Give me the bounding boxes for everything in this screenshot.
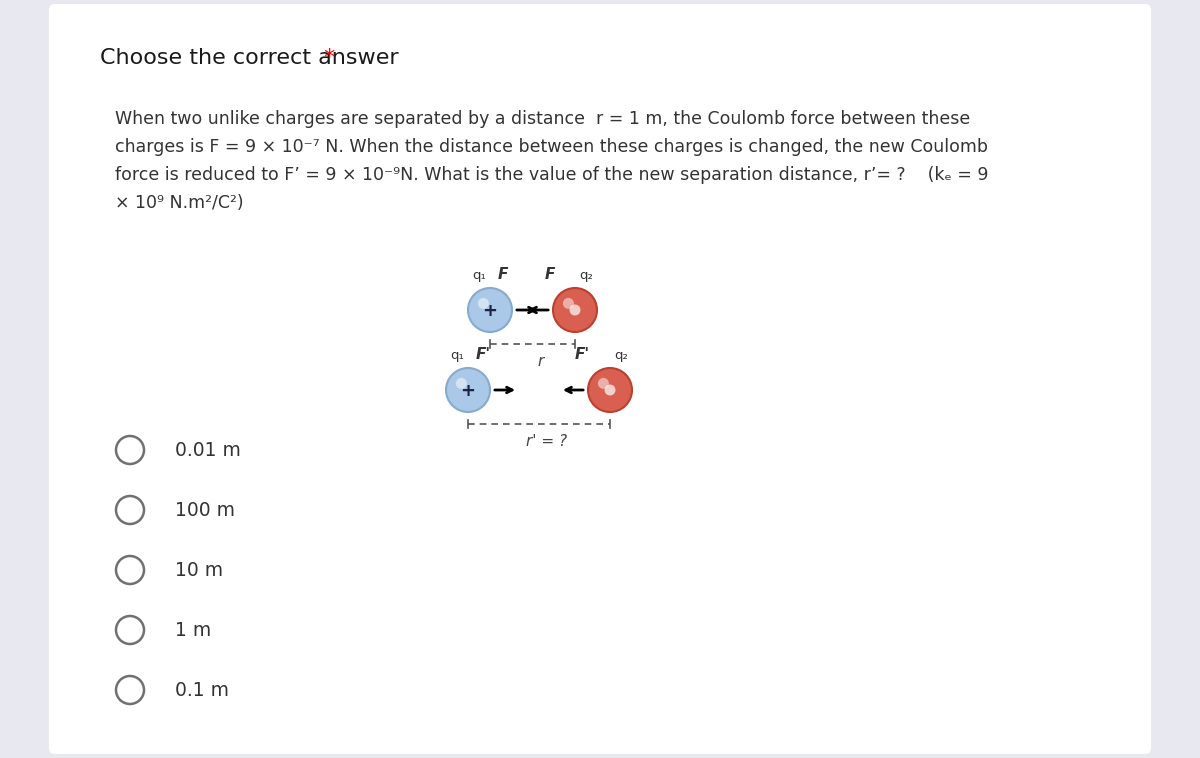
Circle shape: [116, 496, 144, 524]
Text: r: r: [538, 354, 544, 369]
Text: When two unlike charges are separated by a distance  r = 1 m, the Coulomb force : When two unlike charges are separated by…: [115, 110, 971, 128]
Text: +: +: [461, 382, 475, 400]
Text: +: +: [482, 302, 498, 320]
Text: 0.01 m: 0.01 m: [175, 440, 241, 459]
Text: charges is F = 9 × 10⁻⁷ N. When the distance between these charges is changed, t: charges is F = 9 × 10⁻⁷ N. When the dist…: [115, 138, 988, 156]
Text: F': F': [476, 347, 491, 362]
Text: q₁: q₁: [450, 349, 464, 362]
Text: force is reduced to F’ = 9 × 10⁻⁹N. What is the value of the new separation dist: force is reduced to F’ = 9 × 10⁻⁹N. What…: [115, 166, 989, 184]
Circle shape: [570, 305, 581, 315]
Text: F: F: [498, 267, 509, 282]
Circle shape: [478, 298, 488, 309]
Circle shape: [456, 378, 467, 389]
FancyBboxPatch shape: [49, 4, 1151, 754]
Text: r' = ?: r' = ?: [527, 434, 568, 449]
Circle shape: [116, 676, 144, 704]
Circle shape: [468, 288, 512, 332]
Text: Choose the correct answer: Choose the correct answer: [100, 48, 406, 68]
Text: q₂: q₂: [580, 269, 593, 282]
Text: q₁: q₁: [473, 269, 486, 282]
Circle shape: [116, 556, 144, 584]
Circle shape: [116, 436, 144, 464]
Text: q₂: q₂: [614, 349, 628, 362]
Text: 10 m: 10 m: [175, 560, 223, 580]
Text: × 10⁹ N.m²/C²): × 10⁹ N.m²/C²): [115, 194, 244, 212]
Text: 0.1 m: 0.1 m: [175, 681, 229, 700]
Text: *: *: [324, 48, 335, 68]
Text: 1 m: 1 m: [175, 621, 211, 640]
Circle shape: [588, 368, 632, 412]
Circle shape: [605, 384, 616, 396]
Circle shape: [446, 368, 490, 412]
Circle shape: [116, 616, 144, 644]
Circle shape: [563, 298, 574, 309]
Text: F': F': [575, 347, 590, 362]
Circle shape: [553, 288, 598, 332]
Circle shape: [598, 378, 608, 389]
Text: F: F: [545, 267, 554, 282]
Text: 100 m: 100 m: [175, 500, 235, 519]
